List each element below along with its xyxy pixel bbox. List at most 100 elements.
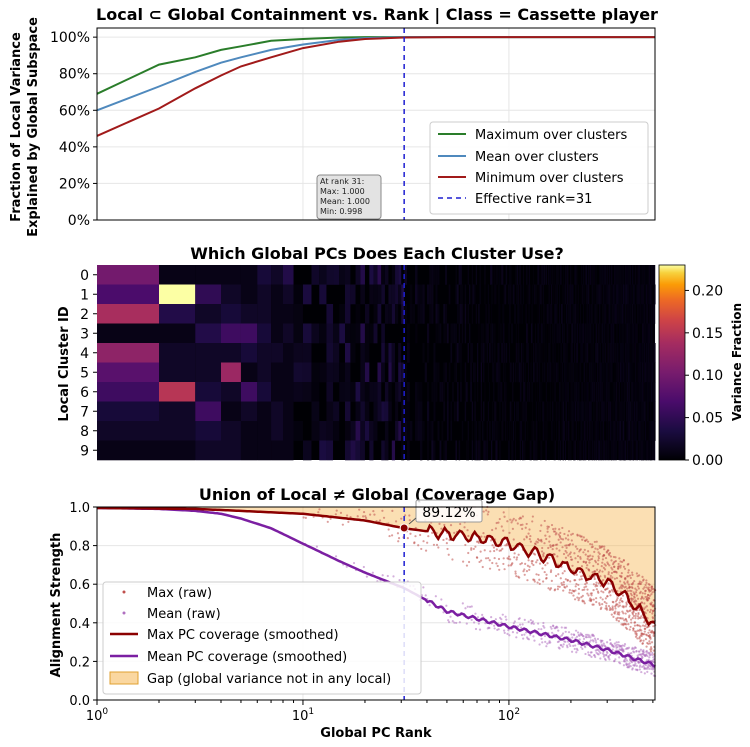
heatmap-cell bbox=[602, 440, 604, 461]
max-raw-point bbox=[529, 534, 532, 538]
heatmap-cell bbox=[571, 382, 572, 402]
heatmap-cell bbox=[355, 323, 361, 344]
heatmap-cell bbox=[467, 304, 469, 324]
heatmap-cell bbox=[606, 421, 608, 441]
heatmap-cell bbox=[620, 440, 622, 461]
heatmap-cell bbox=[642, 343, 644, 363]
max-raw-point bbox=[596, 548, 599, 551]
heatmap-cell bbox=[533, 440, 534, 461]
heatmap-cell bbox=[573, 284, 575, 305]
heatmap-cell bbox=[540, 284, 541, 305]
mean-raw-point bbox=[448, 620, 451, 624]
mean-raw-point bbox=[634, 646, 637, 650]
heatmap-cell bbox=[650, 382, 651, 402]
max-raw-point bbox=[569, 543, 572, 546]
heatmap-cell bbox=[648, 382, 650, 402]
heatmap-cell bbox=[559, 304, 561, 324]
heatmap-cell bbox=[498, 304, 500, 324]
heatmap-cell bbox=[600, 304, 601, 324]
heatmap-cell bbox=[622, 440, 624, 461]
heatmap-cell bbox=[566, 304, 567, 324]
mean-raw-point bbox=[608, 653, 612, 657]
heatmap-cell bbox=[542, 401, 543, 422]
mean-raw-point bbox=[527, 620, 530, 623]
heatmap-cell bbox=[618, 440, 620, 461]
heatmap-cell bbox=[623, 284, 625, 305]
max-raw-point bbox=[417, 544, 420, 547]
heatmap-cell bbox=[622, 304, 624, 324]
max-raw-point bbox=[645, 623, 648, 626]
max-raw-point bbox=[564, 549, 567, 553]
max-raw-point bbox=[518, 576, 521, 579]
heatmap-cell bbox=[257, 440, 272, 461]
heatmap-cell bbox=[622, 421, 624, 441]
heatmap-cell bbox=[568, 421, 569, 441]
heatmap-cell bbox=[613, 440, 615, 461]
heatmap-cell bbox=[578, 440, 580, 461]
heatmap-cell bbox=[641, 421, 643, 441]
max-raw-point bbox=[619, 598, 622, 602]
heatmap-cell bbox=[426, 401, 430, 422]
heatmap-cell bbox=[240, 440, 258, 461]
heatmap-cell bbox=[528, 284, 530, 305]
heatmap-cell bbox=[568, 382, 569, 402]
heatmap-cell bbox=[610, 284, 611, 305]
heatmap-cell bbox=[567, 421, 568, 441]
heatmap-cell bbox=[481, 421, 484, 441]
max-raw-point bbox=[445, 541, 448, 545]
max-raw-point bbox=[531, 559, 534, 563]
max-raw-point bbox=[636, 629, 639, 632]
heatmap-cell bbox=[554, 304, 556, 324]
heatmap-cell bbox=[535, 382, 536, 402]
heatmap-cell bbox=[640, 382, 642, 402]
heatmap-cell bbox=[587, 343, 589, 363]
heatmap-cell bbox=[608, 440, 610, 461]
max-raw-point bbox=[623, 619, 626, 622]
heatmap-cell bbox=[535, 323, 536, 344]
heatmap-cell bbox=[634, 284, 636, 305]
heatmap-cell bbox=[333, 421, 340, 441]
max-raw-point bbox=[593, 550, 596, 553]
heatmap-cell bbox=[626, 323, 628, 344]
chart3-x-ticks: 100 101 102 bbox=[86, 700, 654, 724]
heatmap-cell bbox=[360, 382, 365, 402]
heatmap-cell bbox=[560, 304, 562, 324]
max-raw-point bbox=[525, 536, 528, 539]
heatmap-cell bbox=[471, 265, 474, 285]
max-raw-point bbox=[431, 531, 434, 534]
max-raw-point bbox=[639, 625, 642, 628]
heatmap-cell bbox=[401, 382, 405, 402]
heatmap-cell bbox=[594, 382, 595, 402]
heatmap-cell bbox=[499, 304, 501, 324]
heatmap-cell bbox=[598, 362, 599, 383]
heatmap-cell bbox=[554, 323, 555, 344]
heatmap-cell bbox=[592, 265, 594, 285]
mean-raw-point bbox=[493, 624, 496, 627]
mean-raw-point bbox=[581, 647, 584, 651]
heatmap-cell bbox=[538, 401, 540, 422]
max-raw-point bbox=[635, 594, 638, 597]
mean-raw-point bbox=[512, 622, 515, 625]
heatmap-cell bbox=[486, 343, 488, 363]
mean-raw-point bbox=[488, 626, 491, 630]
heatmap-cell bbox=[455, 284, 458, 305]
heatmap-cell bbox=[598, 343, 600, 363]
heatmap-cell bbox=[257, 304, 272, 324]
heatmap-cell bbox=[554, 304, 555, 324]
heatmap-cell bbox=[464, 323, 467, 344]
heatmap-cell bbox=[619, 421, 621, 441]
max-raw-point bbox=[467, 560, 471, 564]
heatmap-cell bbox=[654, 265, 655, 285]
heatmap-cell bbox=[581, 265, 583, 285]
heatmap-cell bbox=[648, 362, 649, 383]
heatmap-cell bbox=[283, 265, 294, 285]
heatmap-cell bbox=[422, 421, 425, 441]
heatmap-cell bbox=[345, 304, 351, 324]
max-raw-point bbox=[463, 526, 466, 529]
mean-raw-point bbox=[551, 631, 554, 634]
max-raw-point bbox=[631, 616, 634, 620]
mean-raw-point bbox=[522, 637, 525, 640]
heatmap-cell bbox=[545, 343, 547, 363]
heatmap-cell bbox=[603, 304, 605, 324]
max-raw-point bbox=[507, 564, 510, 567]
